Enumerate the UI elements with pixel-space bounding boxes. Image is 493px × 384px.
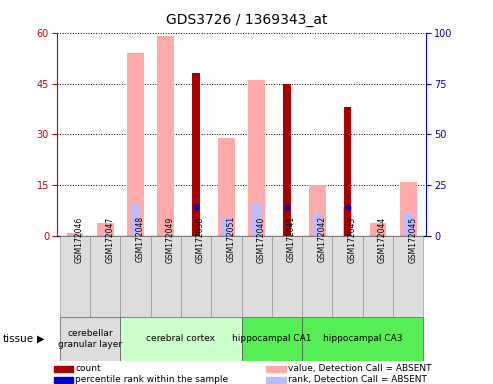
Bar	[181, 236, 211, 317]
Bar	[332, 236, 363, 317]
Text: hippocampal CA3: hippocampal CA3	[323, 334, 403, 343]
Text: GSM172045: GSM172045	[408, 216, 417, 263]
Bar	[313, 214, 321, 236]
Text: cerebellar
granular layer: cerebellar granular layer	[58, 329, 122, 349]
Bar	[283, 84, 291, 236]
Text: percentile rank within the sample: percentile rank within the sample	[75, 375, 228, 384]
Bar	[67, 233, 83, 236]
Bar	[242, 317, 302, 361]
Bar	[266, 377, 286, 382]
Bar	[120, 236, 151, 317]
Bar	[370, 223, 387, 236]
Text: GSM172050: GSM172050	[196, 216, 205, 263]
Text: GSM172043: GSM172043	[348, 216, 356, 263]
Bar	[54, 366, 73, 371]
Text: GSM172042: GSM172042	[317, 216, 326, 262]
Bar	[302, 317, 423, 361]
Bar	[54, 377, 73, 382]
Bar	[97, 223, 113, 236]
Bar	[302, 236, 332, 317]
Text: ▶: ▶	[37, 334, 44, 344]
Bar	[192, 73, 200, 236]
Bar	[101, 233, 109, 236]
Bar	[218, 138, 235, 236]
Text: rank, Detection Call = ABSENT: rank, Detection Call = ABSENT	[288, 375, 427, 384]
Bar	[252, 204, 261, 236]
Bar	[344, 107, 352, 236]
Text: cerebral cortex: cerebral cortex	[146, 334, 215, 343]
Text: GSM172040: GSM172040	[257, 216, 266, 263]
Bar	[90, 236, 120, 317]
Text: GSM172049: GSM172049	[166, 216, 175, 263]
Bar	[242, 236, 272, 317]
Text: hippocampal CA1: hippocampal CA1	[232, 334, 312, 343]
Bar	[309, 185, 326, 236]
Bar	[248, 80, 265, 236]
Bar	[192, 207, 200, 236]
Bar	[363, 236, 393, 317]
Bar	[400, 182, 417, 236]
Text: GDS3726 / 1369343_at: GDS3726 / 1369343_at	[166, 13, 327, 27]
Bar	[344, 207, 352, 236]
Text: value, Detection Call = ABSENT: value, Detection Call = ABSENT	[288, 364, 431, 373]
Bar	[404, 214, 413, 236]
Text: GSM172046: GSM172046	[75, 216, 84, 263]
Bar	[393, 236, 423, 317]
Bar	[211, 236, 242, 317]
Bar	[60, 317, 120, 361]
Bar	[151, 236, 181, 317]
Text: GSM172048: GSM172048	[136, 216, 144, 262]
Bar	[60, 236, 90, 317]
Text: count: count	[75, 364, 101, 373]
Bar	[127, 53, 144, 236]
Bar	[283, 207, 291, 236]
Bar	[157, 36, 174, 236]
Text: GSM172041: GSM172041	[287, 216, 296, 262]
Text: GSM172047: GSM172047	[105, 216, 114, 263]
Bar	[272, 236, 302, 317]
Bar	[120, 317, 242, 361]
Bar	[222, 218, 231, 236]
Text: GSM172051: GSM172051	[226, 216, 236, 262]
Text: tissue: tissue	[2, 334, 34, 344]
Bar	[131, 204, 140, 236]
Bar	[266, 366, 286, 371]
Text: GSM172044: GSM172044	[378, 216, 387, 263]
